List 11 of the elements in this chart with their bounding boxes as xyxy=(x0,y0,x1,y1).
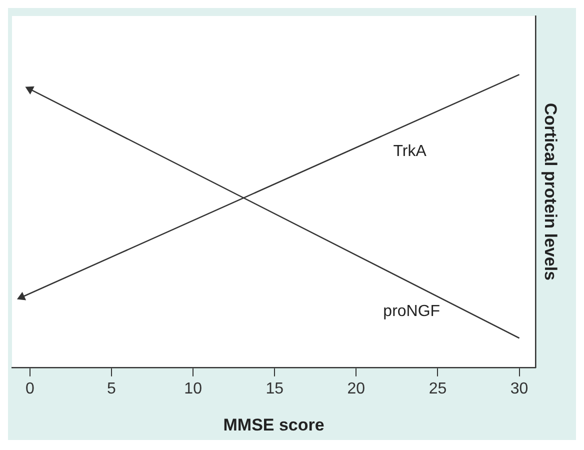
x-axis-title: MMSE score xyxy=(223,415,324,434)
series-label: TrkA xyxy=(393,142,427,160)
y-axis-title: Cortical protein levels xyxy=(541,102,560,281)
x-tick-label: 30 xyxy=(510,380,528,398)
series-label: proNGF xyxy=(383,302,440,320)
x-tick-label: 5 xyxy=(107,380,116,398)
x-tick-label: 0 xyxy=(25,380,34,398)
x-tick-label: 10 xyxy=(184,380,202,398)
x-tick-label: 25 xyxy=(428,380,447,398)
x-tick-label: 15 xyxy=(266,380,284,398)
x-tick-label: 20 xyxy=(347,380,366,398)
